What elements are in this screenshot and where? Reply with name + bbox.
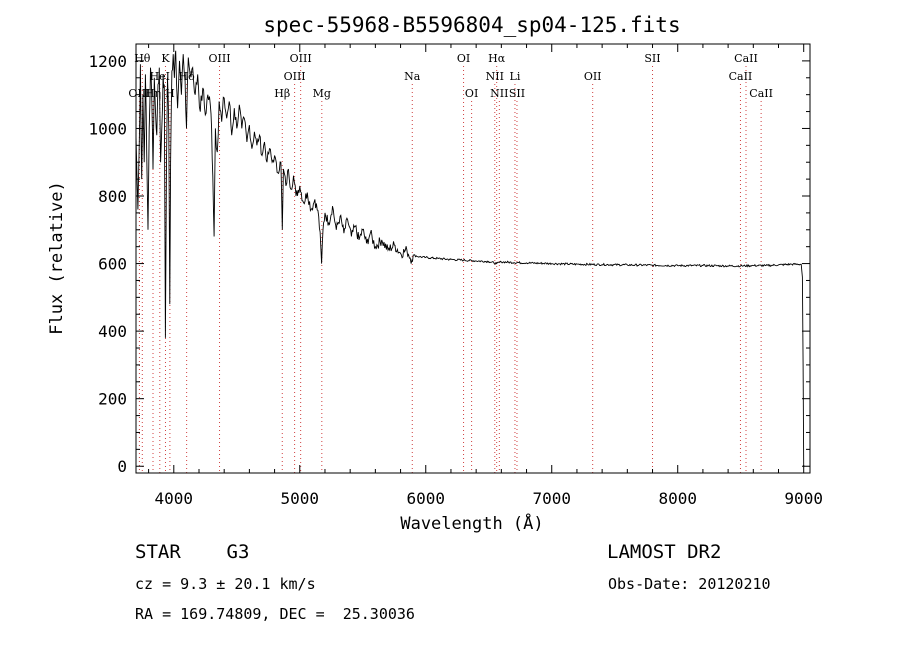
y-tick-label-0: 0 — [117, 457, 127, 476]
spectrum-line — [135, 50, 805, 467]
survey-name: LAMOST DR2 — [607, 541, 722, 563]
x-tick-label-7000: 7000 — [532, 489, 571, 508]
x-tick-label-8000: 8000 — [658, 489, 697, 508]
line-label-23: CaII — [729, 70, 753, 83]
x-axis-label: Wavelength (Å) — [400, 512, 543, 534]
series-layer — [135, 50, 805, 467]
line-label-17: NII — [490, 87, 508, 100]
chart-title: spec-55968-B5596804_sp04-125.fits — [263, 13, 680, 37]
line-label-5: Hη — [145, 87, 161, 100]
y-tick-label-200: 200 — [98, 390, 127, 409]
plot-frame — [135, 43, 811, 474]
line-label-19: SII — [509, 87, 525, 100]
x-tick-label-9000: 9000 — [784, 489, 823, 508]
obs-date: Obs-Date: 20120210 — [608, 575, 771, 593]
y-tick-label-400: 400 — [98, 322, 127, 341]
ra-dec: RA = 169.74809, DEC = 25.30036 — [135, 605, 415, 623]
y-tick-label-1200: 1200 — [88, 52, 127, 71]
redshift-cz: cz = 9.3 ± 20.1 km/s — [135, 575, 316, 593]
x-tick-label-4000: 4000 — [155, 489, 194, 508]
y-tick-label-600: 600 — [98, 255, 127, 274]
x-tick-label-5000: 5000 — [281, 489, 320, 508]
x-tick-label-6000: 6000 — [406, 489, 445, 508]
line-label-13: OI — [457, 52, 470, 65]
y-tick-label-1000: 1000 — [88, 119, 127, 138]
line-label-18: Li — [510, 70, 521, 83]
line-label-22: CaII — [734, 52, 758, 65]
line-label-9: OIII — [284, 70, 306, 83]
line-label-0: Hθ — [134, 52, 151, 65]
line-label-11: Mg — [313, 87, 331, 100]
line-label-24: CaII — [749, 87, 773, 100]
line-label-14: OI — [465, 87, 478, 100]
line-label-16: NII — [486, 70, 504, 83]
line-label-15: Hα — [488, 52, 506, 65]
line-label-20: OII — [584, 70, 602, 83]
object-class: STAR G3 — [135, 541, 250, 563]
line-label-12: Na — [404, 70, 421, 83]
line-label-1: K — [161, 52, 170, 65]
line-label-7: OIII — [208, 52, 230, 65]
line-label-10: Hβ — [274, 87, 290, 100]
line-label-8: OIII — [290, 52, 312, 65]
y-axis-label: Flux (relative) — [47, 181, 67, 335]
line-label-21: SII — [644, 52, 660, 65]
axis-ticks: 4000 5000 6000 7000 8000 9000 0 200 400 600 800 100… — [88, 44, 823, 508]
line-label-3: Hδ — [179, 70, 196, 83]
y-tick-label-800: 800 — [98, 187, 127, 206]
line-label-6: H — [165, 87, 175, 100]
